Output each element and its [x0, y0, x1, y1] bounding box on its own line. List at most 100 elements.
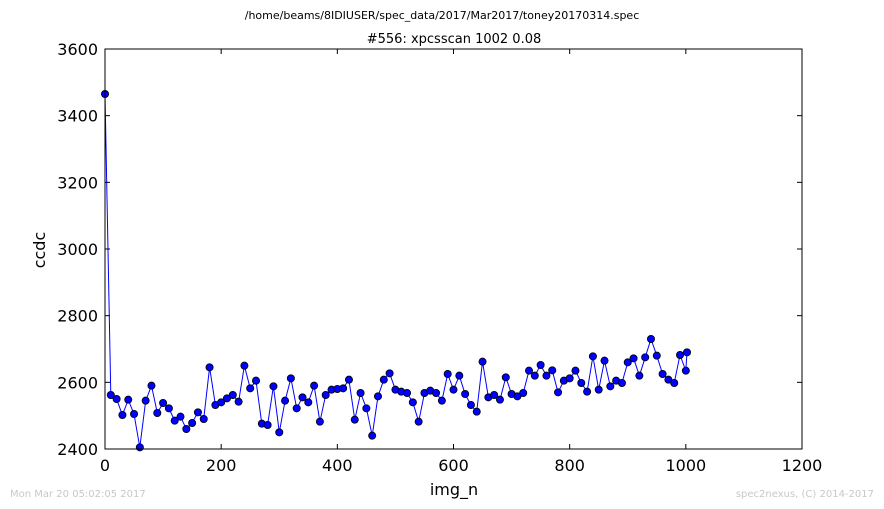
plot-frame [104, 48, 803, 450]
y-axis-label: ccdc [30, 232, 49, 269]
data-point [449, 385, 458, 394]
data-point [373, 392, 382, 401]
data-point [670, 378, 679, 387]
data-point [193, 408, 202, 417]
data-point [501, 373, 510, 382]
data-point [577, 378, 586, 387]
data-point [246, 384, 255, 393]
x-axis-label: img_n [430, 480, 478, 500]
data-point [124, 395, 133, 404]
x-tick-label: 0 [100, 456, 110, 475]
data-point [339, 384, 348, 393]
data-point [565, 374, 574, 383]
data-point [542, 371, 551, 380]
data-point [298, 393, 307, 402]
data-point [478, 357, 487, 366]
data-point [495, 395, 504, 404]
x-tick-label: 400 [322, 456, 353, 475]
data-point [292, 404, 301, 413]
data-point [356, 388, 365, 397]
y-tick-label: 2600 [57, 373, 98, 392]
data-point [350, 415, 359, 424]
data-point [472, 407, 481, 416]
data-point [652, 351, 661, 360]
x-tick-label: 800 [554, 456, 585, 475]
data-point [583, 387, 592, 396]
data-point [588, 352, 597, 361]
data-point [641, 353, 650, 362]
data-point [403, 388, 412, 397]
data-point [536, 360, 545, 369]
data-point [385, 369, 394, 378]
data-point [170, 416, 179, 425]
chart-suptitle: /home/beams/8IDIUSER/spec_data/2017/Mar2… [245, 9, 640, 22]
x-tick-label: 1200 [782, 456, 823, 475]
data-point [286, 374, 295, 383]
data-point [594, 385, 603, 394]
footer-credit: spec2nexus, (C) 2014-2017 [735, 489, 874, 500]
series-line [104, 93, 688, 448]
data-point [571, 366, 580, 375]
data-point [321, 390, 330, 399]
y-tick-label: 2800 [57, 307, 98, 326]
data-point [252, 376, 261, 385]
data-point [112, 394, 121, 403]
x-tick-label: 600 [438, 456, 469, 475]
y-tick-label: 3200 [57, 173, 98, 192]
data-point [147, 381, 156, 390]
data-point [153, 408, 162, 417]
data-point [635, 371, 644, 380]
data-point [606, 382, 615, 391]
data-point [408, 398, 417, 407]
data-point [466, 400, 475, 409]
data-point [379, 375, 388, 384]
data-point [304, 398, 313, 407]
data-point [199, 414, 208, 423]
data-point [275, 428, 284, 437]
data-point [437, 396, 446, 405]
data-point [519, 388, 528, 397]
data-point [681, 366, 690, 375]
data-point [658, 369, 667, 378]
data-point [118, 410, 127, 419]
data-point [159, 398, 168, 407]
footer-timestamp: Mon Mar 20 05:02:05 2017 [10, 489, 146, 500]
data-point [310, 381, 319, 390]
data-point [548, 366, 557, 375]
data-point [188, 418, 197, 427]
data-point [368, 431, 377, 440]
data-point [682, 348, 691, 357]
data-point [554, 388, 563, 397]
data-point [228, 390, 237, 399]
data-point [461, 389, 470, 398]
data-point [414, 417, 423, 426]
chart-title: #556: xpcsscan 1002 0.08 [367, 32, 542, 47]
data-point [141, 396, 150, 405]
data-point [617, 378, 626, 387]
data-point [281, 396, 290, 405]
x-tick-label: 200 [206, 456, 237, 475]
data-point [135, 443, 144, 452]
data-point [130, 409, 139, 418]
data-point [217, 398, 226, 407]
data-point [443, 369, 452, 378]
data-point [315, 417, 324, 426]
y-tick-label: 2400 [57, 440, 98, 459]
data-point [629, 354, 638, 363]
data-point [176, 412, 185, 421]
x-tick-label: 1000 [665, 456, 706, 475]
data-point [106, 390, 115, 399]
axes: 0 200 400 600 800 1000 1200 2400 2600 2800 3000 320… [57, 40, 822, 475]
data-point [530, 371, 539, 380]
data-point [525, 366, 534, 375]
data-point [263, 420, 272, 429]
y-tick-label: 3600 [57, 40, 98, 59]
data-point [182, 424, 191, 433]
data-point [205, 363, 214, 372]
data-point [623, 358, 632, 367]
y-tick-label: 3000 [57, 240, 98, 259]
data-point [234, 397, 243, 406]
data-point [432, 388, 441, 397]
data-point [362, 404, 371, 413]
